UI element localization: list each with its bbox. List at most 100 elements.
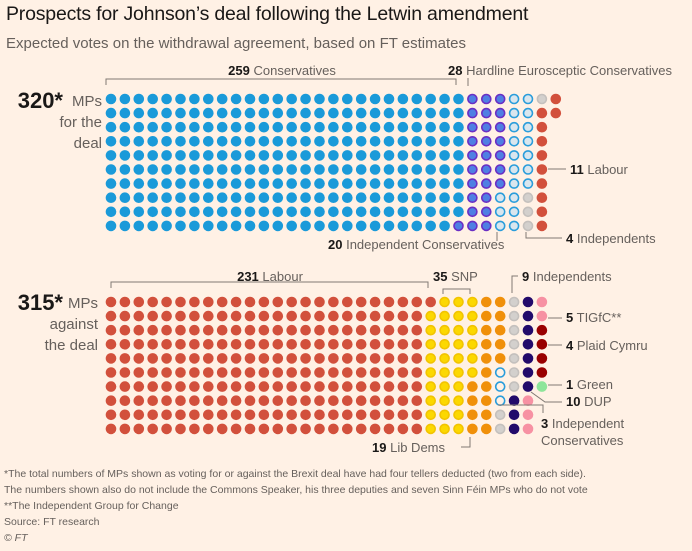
dot-labour (272, 409, 284, 421)
dot-labour (314, 395, 325, 407)
dot-independents (508, 324, 520, 336)
label-against-snp: 35 SNP (433, 269, 478, 284)
dot-labour (286, 409, 298, 421)
dot-labour (216, 353, 228, 364)
dot-snp (453, 381, 464, 392)
dot-conservatives (147, 206, 158, 218)
dot-dup (522, 381, 534, 392)
dot-conservatives (133, 164, 145, 175)
dot-labour (244, 409, 256, 421)
dot-conservatives (244, 121, 256, 133)
dot-labour (355, 353, 367, 364)
dot-conservatives (272, 150, 284, 161)
dot-conservatives (105, 178, 117, 189)
dot-labour (230, 339, 242, 350)
dot-dup (522, 353, 534, 364)
dot-labour (161, 353, 172, 364)
label-for-conservatives: 259 Conservatives (228, 63, 336, 78)
label-against-tigfc: 5 TIGfC** (566, 310, 621, 325)
dot-lib-dems (481, 310, 492, 322)
dot-conservatives (342, 93, 353, 105)
dot-snp (425, 353, 437, 364)
dot-conservatives (133, 206, 145, 218)
dot-labour (119, 339, 131, 350)
dot-conservatives (425, 107, 437, 119)
dot-dup (522, 310, 534, 322)
dot-labour (411, 381, 423, 392)
dot-conservatives (258, 150, 270, 161)
dot-labour (369, 381, 381, 392)
dot-conservatives (411, 121, 423, 133)
dot-conservatives (203, 178, 214, 189)
dot-conservatives (105, 192, 117, 203)
dot-labour (189, 381, 200, 392)
dot-labour (328, 296, 339, 308)
dot-labour (328, 367, 339, 378)
dot-conservatives (355, 206, 367, 218)
dot-labour (203, 324, 214, 336)
dot-independent-conservatives (508, 164, 520, 175)
dot-conservatives (119, 206, 131, 218)
dot-conservatives (189, 93, 200, 105)
dot-conservatives (119, 192, 131, 203)
dot-conservatives (397, 121, 409, 133)
dot-snp (425, 423, 437, 435)
dot-labour (147, 324, 158, 336)
dot-labour (216, 381, 228, 392)
dot-labour (203, 381, 214, 392)
dot-labour (105, 353, 117, 364)
dot-labour (383, 353, 395, 364)
dot-conservatives (383, 150, 395, 161)
dot-dup (522, 324, 534, 336)
dot-dup (508, 409, 520, 421)
dot-conservatives (300, 206, 311, 218)
dot-conservatives (133, 107, 145, 119)
dot-labour (105, 339, 117, 350)
dot-labour (230, 353, 242, 364)
dot-conservatives (105, 136, 117, 147)
dot-labour (314, 310, 325, 322)
dot-labour (175, 296, 186, 308)
dot-labour (244, 381, 256, 392)
dot-conservatives (314, 178, 325, 189)
dot-labour (119, 367, 131, 378)
dot-conservatives (425, 178, 437, 189)
dot-labour (161, 310, 172, 322)
dot-conservatives (314, 107, 325, 119)
dot-conservatives (425, 150, 437, 161)
dot-conservatives (175, 107, 186, 119)
dot-labour (411, 324, 423, 336)
dot-conservatives (105, 206, 117, 218)
dot-conservatives (355, 178, 367, 189)
dot-labour (369, 367, 381, 378)
dot-conservatives (216, 121, 228, 133)
dot-independent-conservatives (508, 136, 520, 147)
dot-conservatives (272, 178, 284, 189)
dot-conservatives (286, 150, 298, 161)
dot-conservatives (397, 136, 409, 147)
dot-labour (342, 423, 353, 435)
dot-labour (105, 423, 117, 435)
label-against-independents: 9 Independents (522, 269, 612, 284)
dot-conservatives (244, 192, 256, 203)
dot-labour (258, 353, 270, 364)
dot-labour (342, 310, 353, 322)
dot-conservatives (230, 93, 242, 105)
dot-hardline-eurosceptic-conservatives (467, 178, 478, 189)
dot-labour (119, 381, 131, 392)
dot-labour (314, 367, 325, 378)
dot-labour (189, 395, 200, 407)
dot-hardline-eurosceptic-conservatives (453, 220, 464, 232)
dot-conservatives (189, 178, 200, 189)
dot-conservatives (230, 206, 242, 218)
dot-labour (383, 395, 395, 407)
dot-labour (230, 395, 242, 407)
dot-hardline-eurosceptic-conservatives (467, 206, 478, 218)
dot-labour (355, 310, 367, 322)
dot-labour (328, 310, 339, 322)
label-for-hardline: 28 Hardline Eurosceptic Conservatives (448, 63, 673, 78)
dot-snp (467, 324, 478, 336)
dot-conservatives (189, 121, 200, 133)
dot-snp (425, 381, 437, 392)
dot-plaid-cymru (536, 367, 548, 378)
